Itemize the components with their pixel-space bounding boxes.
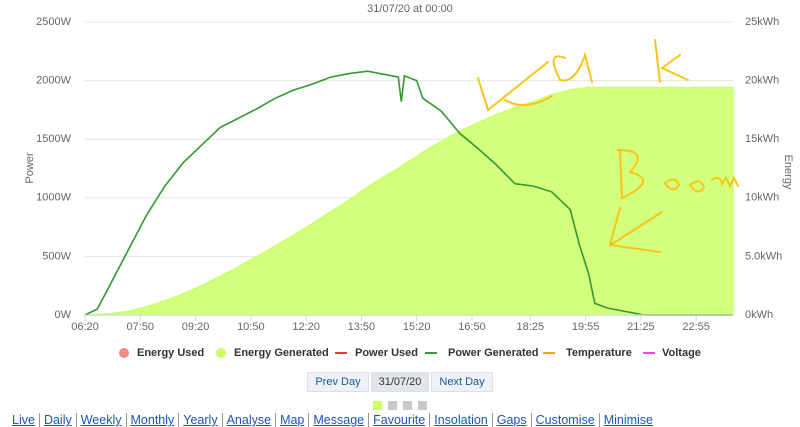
x-tick-label: 13:50 — [348, 321, 376, 333]
x-tick-label: 12:20 — [292, 321, 320, 333]
scribble — [608, 207, 663, 253]
day-controls: Prev Day 31/07/20 Next Day — [0, 372, 800, 392]
date-button[interactable]: 31/07/20 — [370, 372, 430, 392]
y-tick-label: 0W — [55, 309, 72, 321]
nav-link[interactable]: Live — [12, 413, 35, 427]
x-tick-label: 18:25 — [517, 321, 545, 333]
x-tick-label: 06:20 — [71, 321, 99, 333]
chart-title: 31/07/20 at 00:00 — [367, 3, 453, 15]
nav-link[interactable]: Map — [275, 413, 309, 427]
y-tick-label: 500W — [42, 250, 71, 262]
nav-link[interactable]: Monthly — [125, 413, 179, 427]
nav-link[interactable]: Weekly — [75, 413, 126, 427]
nav-link[interactable]: Message — [308, 413, 369, 427]
x-tick-label: 16:50 — [458, 321, 486, 333]
scribble — [664, 175, 739, 193]
prev-day-button[interactable]: Prev Day — [307, 372, 369, 392]
legend-marker — [119, 348, 129, 358]
y2-tick-label: 20kWh — [745, 75, 779, 87]
x-tick-label: 19:55 — [572, 321, 600, 333]
nav-bar: Live Daily Weekly Monthly Yearly Analyse Map Me… — [12, 413, 657, 427]
legend-marker — [216, 348, 226, 358]
x-tick-label: 07:50 — [127, 321, 155, 333]
energy-area — [84, 86, 734, 316]
legend-label[interactable]: Energy Generated — [234, 347, 329, 359]
y2-axis-label: Energy — [782, 155, 794, 190]
y-axis-label: Power — [24, 152, 36, 184]
scribble — [477, 61, 553, 112]
legend-label[interactable]: Voltage — [662, 347, 701, 359]
nav-link[interactable]: Customise — [530, 413, 599, 427]
y-tick-label: 1500W — [36, 133, 71, 145]
pager — [0, 397, 800, 415]
x-tick-label: 15:20 — [403, 321, 431, 333]
y-tick-label: 2500W — [36, 16, 71, 28]
scribble — [552, 51, 593, 83]
nav-link[interactable]: Daily — [38, 413, 76, 427]
chart: 31/07/20 at 00:00 Power Energy 0W 500W 100… — [24, 3, 794, 359]
pager-dot[interactable] — [373, 401, 382, 410]
scribbles — [477, 39, 739, 253]
nav-link[interactable]: Minimise — [598, 413, 657, 427]
nav-link[interactable]: Yearly — [178, 413, 222, 427]
legend-label[interactable]: Power Generated — [448, 347, 538, 359]
y2-tick-label: 25kWh — [745, 16, 779, 28]
nav-link[interactable]: Gaps — [491, 413, 531, 427]
legend-label[interactable]: Energy Used — [137, 347, 204, 359]
y2-tick-label: 5.0kWh — [745, 250, 782, 262]
scribble — [617, 149, 644, 199]
pager-dot[interactable] — [418, 401, 427, 410]
y2-tick-label: 0kWh — [745, 309, 773, 321]
legend-label[interactable]: Power Used — [355, 347, 418, 359]
y-tick-label: 2000W — [36, 75, 71, 87]
y2-tick-label: 10kWh — [745, 192, 779, 204]
nav-link[interactable]: Insolation — [429, 413, 492, 427]
pager-dot[interactable] — [403, 401, 412, 410]
nav-link[interactable]: Analyse — [221, 413, 276, 427]
scribble — [654, 39, 689, 83]
legend-label[interactable]: Temperature — [566, 347, 632, 359]
x-tick-label: 22:55 — [682, 321, 710, 333]
y2-tick-label: 15kWh — [745, 133, 779, 145]
y-tick-label: 1000W — [36, 192, 71, 204]
x-tick-label: 10:50 — [237, 321, 265, 333]
next-day-button[interactable]: Next Day — [431, 372, 493, 392]
pager-dot[interactable] — [388, 401, 397, 410]
x-tick-label: 21:25 — [627, 321, 655, 333]
nav-link[interactable]: Favourite — [368, 413, 430, 427]
x-tick-label: 09:20 — [182, 321, 210, 333]
power-line — [84, 70, 733, 316]
